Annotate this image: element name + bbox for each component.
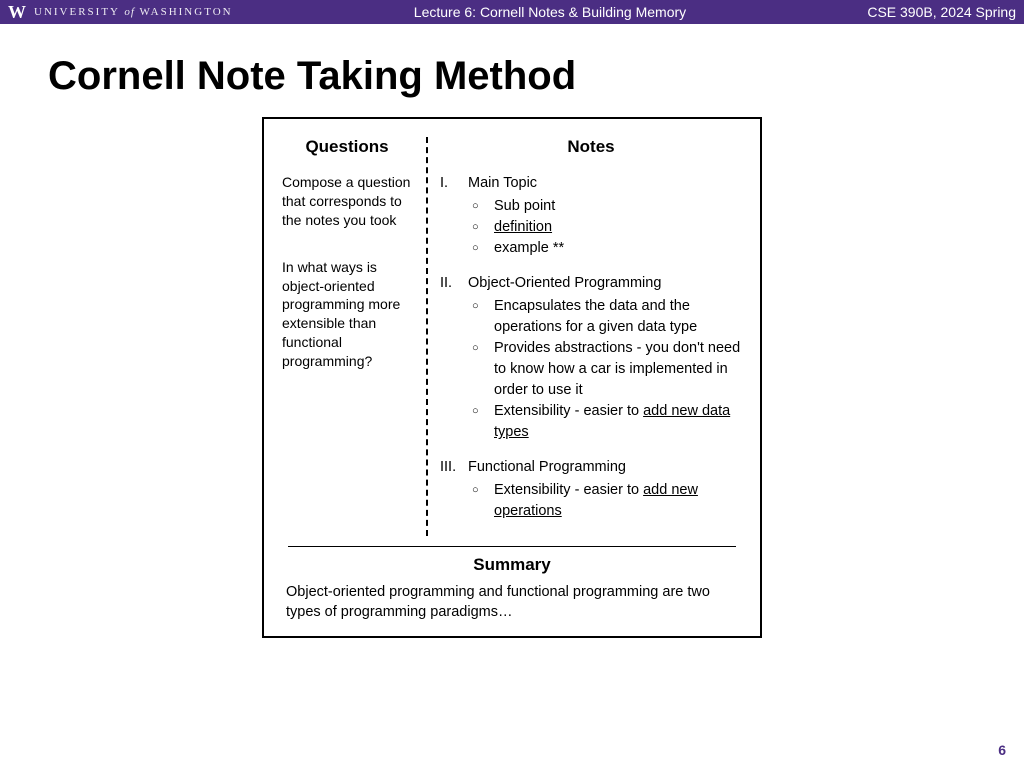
notes-topic: I.Main Topic○Sub point○definition○exampl… (440, 173, 742, 259)
sub-item: ○Extensibility - easier to add new data … (472, 401, 742, 443)
institution-name: UNIVERSITY of WASHINGTON (34, 6, 233, 18)
sub-text: example ** (494, 238, 742, 259)
circle-bullet-icon: ○ (472, 480, 494, 522)
underlined-text: definition (494, 219, 552, 235)
header-left: W UNIVERSITY of WASHINGTON (8, 2, 233, 23)
topic-body: Main Topic○Sub point○definition○example … (468, 173, 742, 259)
institution-of: of (124, 6, 135, 18)
institution-post: WASHINGTON (139, 6, 232, 18)
questions-column: Questions Compose a question that corres… (282, 137, 422, 536)
topic-title: Main Topic (468, 173, 742, 194)
topic-body: Functional Programming○Extensibility - e… (468, 457, 742, 522)
circle-bullet-icon: ○ (472, 296, 494, 338)
sub-item: ○Encapsulates the data and the operation… (472, 296, 742, 338)
underlined-text: add new operations (494, 482, 698, 519)
questions-heading: Questions (282, 137, 412, 157)
page-title: Cornell Note Taking Method (48, 54, 976, 99)
sub-text: definition (494, 217, 742, 238)
circle-bullet-icon: ○ (472, 238, 494, 259)
slide-body: Cornell Note Taking Method Questions Com… (0, 24, 1024, 768)
notes-column: Notes I.Main Topic○Sub point○definition○… (440, 137, 742, 536)
cornell-box: Questions Compose a question that corres… (262, 117, 762, 638)
notes-list: I.Main Topic○Sub point○definition○exampl… (440, 173, 742, 522)
course-label: CSE 390B, 2024 Spring (867, 4, 1016, 20)
slide-header: W UNIVERSITY of WASHINGTON Lecture 6: Co… (0, 0, 1024, 24)
page-number: 6 (998, 742, 1006, 758)
notes-topic: III.Functional Programming○Extensibility… (440, 457, 742, 522)
sub-list: ○Encapsulates the data and the operation… (468, 296, 742, 443)
sub-text: Sub point (494, 196, 742, 217)
sub-item: ○Sub point (472, 196, 742, 217)
sub-text: Extensibility - easier to add new data t… (494, 401, 742, 443)
topic-title: Functional Programming (468, 457, 742, 478)
sub-item: ○Extensibility - easier to add new opera… (472, 480, 742, 522)
sub-item: ○Provides abstractions - you don't need … (472, 338, 742, 401)
question-item: Compose a question that corresponds to t… (282, 173, 412, 230)
cornell-top-row: Questions Compose a question that corres… (282, 137, 742, 536)
circle-bullet-icon: ○ (472, 338, 494, 401)
topic-body: Object-Oriented Programming○Encapsulates… (468, 273, 742, 443)
summary-heading: Summary (282, 555, 742, 575)
underlined-text: add new data types (494, 403, 730, 440)
sub-text: Extensibility - easier to add new operat… (494, 480, 742, 522)
topic-numeral: II. (440, 273, 468, 443)
sub-item: ○example ** (472, 238, 742, 259)
notes-topic: II.Object-Oriented Programming○Encapsula… (440, 273, 742, 443)
topic-numeral: III. (440, 457, 468, 522)
sub-item: ○definition (472, 217, 742, 238)
notes-heading: Notes (440, 137, 742, 157)
uw-logo-icon: W (8, 2, 26, 23)
lecture-title: Lecture 6: Cornell Notes & Building Memo… (233, 4, 868, 20)
circle-bullet-icon: ○ (472, 196, 494, 217)
institution-pre: UNIVERSITY (34, 6, 120, 18)
sub-text: Provides abstractions - you don't need t… (494, 338, 742, 401)
sub-list: ○Sub point○definition○example ** (468, 196, 742, 259)
question-item: In what ways is object-oriented programm… (282, 258, 412, 371)
sub-list: ○Extensibility - easier to add new opera… (468, 480, 742, 522)
circle-bullet-icon: ○ (472, 401, 494, 443)
topic-title: Object-Oriented Programming (468, 273, 742, 294)
summary-divider (288, 546, 736, 547)
sub-text: Encapsulates the data and the operations… (494, 296, 742, 338)
topic-numeral: I. (440, 173, 468, 259)
summary-text: Object-oriented programming and function… (282, 583, 742, 622)
vertical-divider (426, 137, 428, 536)
circle-bullet-icon: ○ (472, 217, 494, 238)
